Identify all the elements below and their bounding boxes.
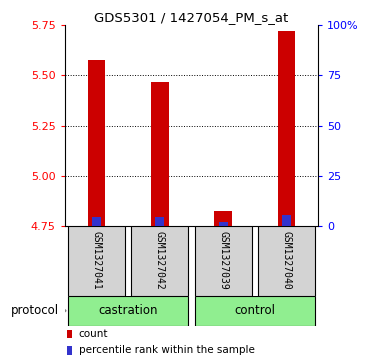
Text: control: control <box>234 304 275 317</box>
Text: count: count <box>79 329 108 339</box>
Bar <box>88 61 105 226</box>
Bar <box>214 211 232 226</box>
Bar <box>67 330 71 338</box>
Text: castration: castration <box>98 304 158 317</box>
Bar <box>282 215 291 226</box>
Text: GSM1327039: GSM1327039 <box>218 231 228 290</box>
Bar <box>151 82 169 226</box>
Bar <box>155 217 164 226</box>
Bar <box>68 296 188 326</box>
Text: GSM1327042: GSM1327042 <box>155 231 165 290</box>
Bar <box>195 296 315 326</box>
Title: GDS5301 / 1427054_PM_s_at: GDS5301 / 1427054_PM_s_at <box>94 11 289 24</box>
Text: protocol: protocol <box>11 304 59 317</box>
Bar <box>68 226 125 296</box>
Bar <box>258 226 315 296</box>
Text: percentile rank within the sample: percentile rank within the sample <box>79 345 255 355</box>
Bar <box>219 221 228 226</box>
Bar <box>278 32 295 226</box>
Polygon shape <box>55 302 66 320</box>
Bar <box>131 226 188 296</box>
Bar <box>92 217 101 226</box>
Text: GSM1327040: GSM1327040 <box>282 231 292 290</box>
Text: GSM1327041: GSM1327041 <box>91 231 101 290</box>
Bar <box>67 346 71 355</box>
Bar <box>195 226 252 296</box>
